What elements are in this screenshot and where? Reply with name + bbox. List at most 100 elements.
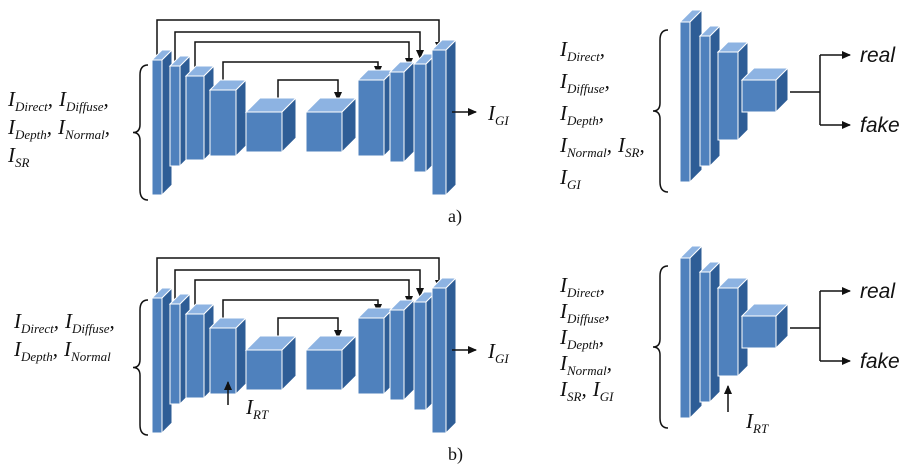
subscript: GI [567,177,581,192]
block-front [186,76,204,160]
layer-block [246,336,296,390]
block-front [210,90,236,156]
input-label: IDirect, [559,273,605,300]
block-front [152,298,162,433]
separator: , [105,115,110,139]
label: IGI [487,339,509,366]
layer-block [210,80,246,156]
block-side [404,62,414,162]
input-label: IGI [559,165,581,192]
subscript: Depth [566,113,599,128]
layer-block [246,98,296,152]
block-front [246,112,282,152]
input-label: IDepth, [559,325,604,352]
subscript: GI [495,113,509,128]
separator: , [54,309,59,333]
subscript: Depth [20,349,53,364]
output-label: fake [860,114,900,137]
subscript: SR [567,389,582,404]
subscript: Direct [14,99,48,114]
input-label: ISR [7,143,30,170]
brace [653,266,668,428]
layer-block [390,62,414,162]
layer-block [152,50,172,195]
block-front [718,288,738,376]
subscript: RT [252,407,269,422]
block-front [152,60,162,195]
output-label: real [860,44,896,67]
separator: , [639,133,644,157]
separator: , [599,325,604,349]
separator: , [47,115,52,139]
block-front [700,272,710,402]
layer-block [306,98,356,152]
block-front [432,288,446,433]
layer-block [358,70,394,156]
layer-block [390,300,414,400]
brace [133,300,148,435]
layer-block [742,304,788,348]
input-label: ISR,IGI [559,377,614,404]
label: IRT [745,409,769,436]
caption: b) [448,444,463,465]
subscript: GI [495,351,509,366]
subscript: Diffuse [71,321,110,336]
block-front [246,350,282,390]
separator: , [599,101,604,125]
figure: a) b) IGIIDirect,IDiffuse,IDepth,INormal… [0,0,912,469]
subscript: Direct [20,321,54,336]
output-label: real [860,280,896,303]
subscript: SR [15,155,30,170]
block-front [718,52,738,140]
layer-block [700,26,720,166]
block-front [414,64,426,172]
subscript: Normal [64,127,105,142]
subscript: Direct [566,285,600,300]
label: IGI [487,101,509,128]
block-front [210,328,236,394]
block-front [358,318,384,394]
block-front [170,66,180,166]
layer-block [680,246,702,418]
block-front [170,304,180,404]
block-front [700,36,710,166]
separator: , [605,69,610,93]
block-front [306,112,342,152]
block-front [306,350,342,390]
block-front [680,22,690,182]
subscript: Diffuse [566,81,605,96]
subscript: Normal [566,145,607,160]
separator: , [581,377,586,401]
subscript: Direct [566,49,600,64]
input-label: IDirect, [559,37,605,64]
input-label: INormal,ISR, [559,133,645,160]
block-front [680,258,690,418]
layer-block [700,262,720,402]
separator: , [600,273,605,297]
separator: , [607,133,612,157]
subscript: GI [600,389,614,404]
input-label: INormal, [559,351,612,378]
input-label: IDepth,INormal, [7,115,110,142]
subscript: RT [752,421,769,436]
block-front [742,316,776,348]
input-label: IDiffuse, [559,69,610,96]
output-label: fake [860,350,900,373]
layer-block [358,308,394,394]
block-side [446,40,456,195]
block-front [414,302,426,410]
subscript: Depth [566,337,599,352]
block-front [390,72,404,162]
caption: a) [448,206,462,227]
block-front [390,310,404,400]
subscript: Normal [70,349,111,364]
layer-block [680,10,702,182]
input-label: IDirect,IDiffuse, [7,87,109,114]
block-side [446,278,456,433]
label: IRT [245,395,269,422]
layer-block [306,336,356,390]
separator: , [110,309,115,333]
separator: , [104,87,109,111]
separator: , [600,37,605,61]
separator: , [48,87,53,111]
